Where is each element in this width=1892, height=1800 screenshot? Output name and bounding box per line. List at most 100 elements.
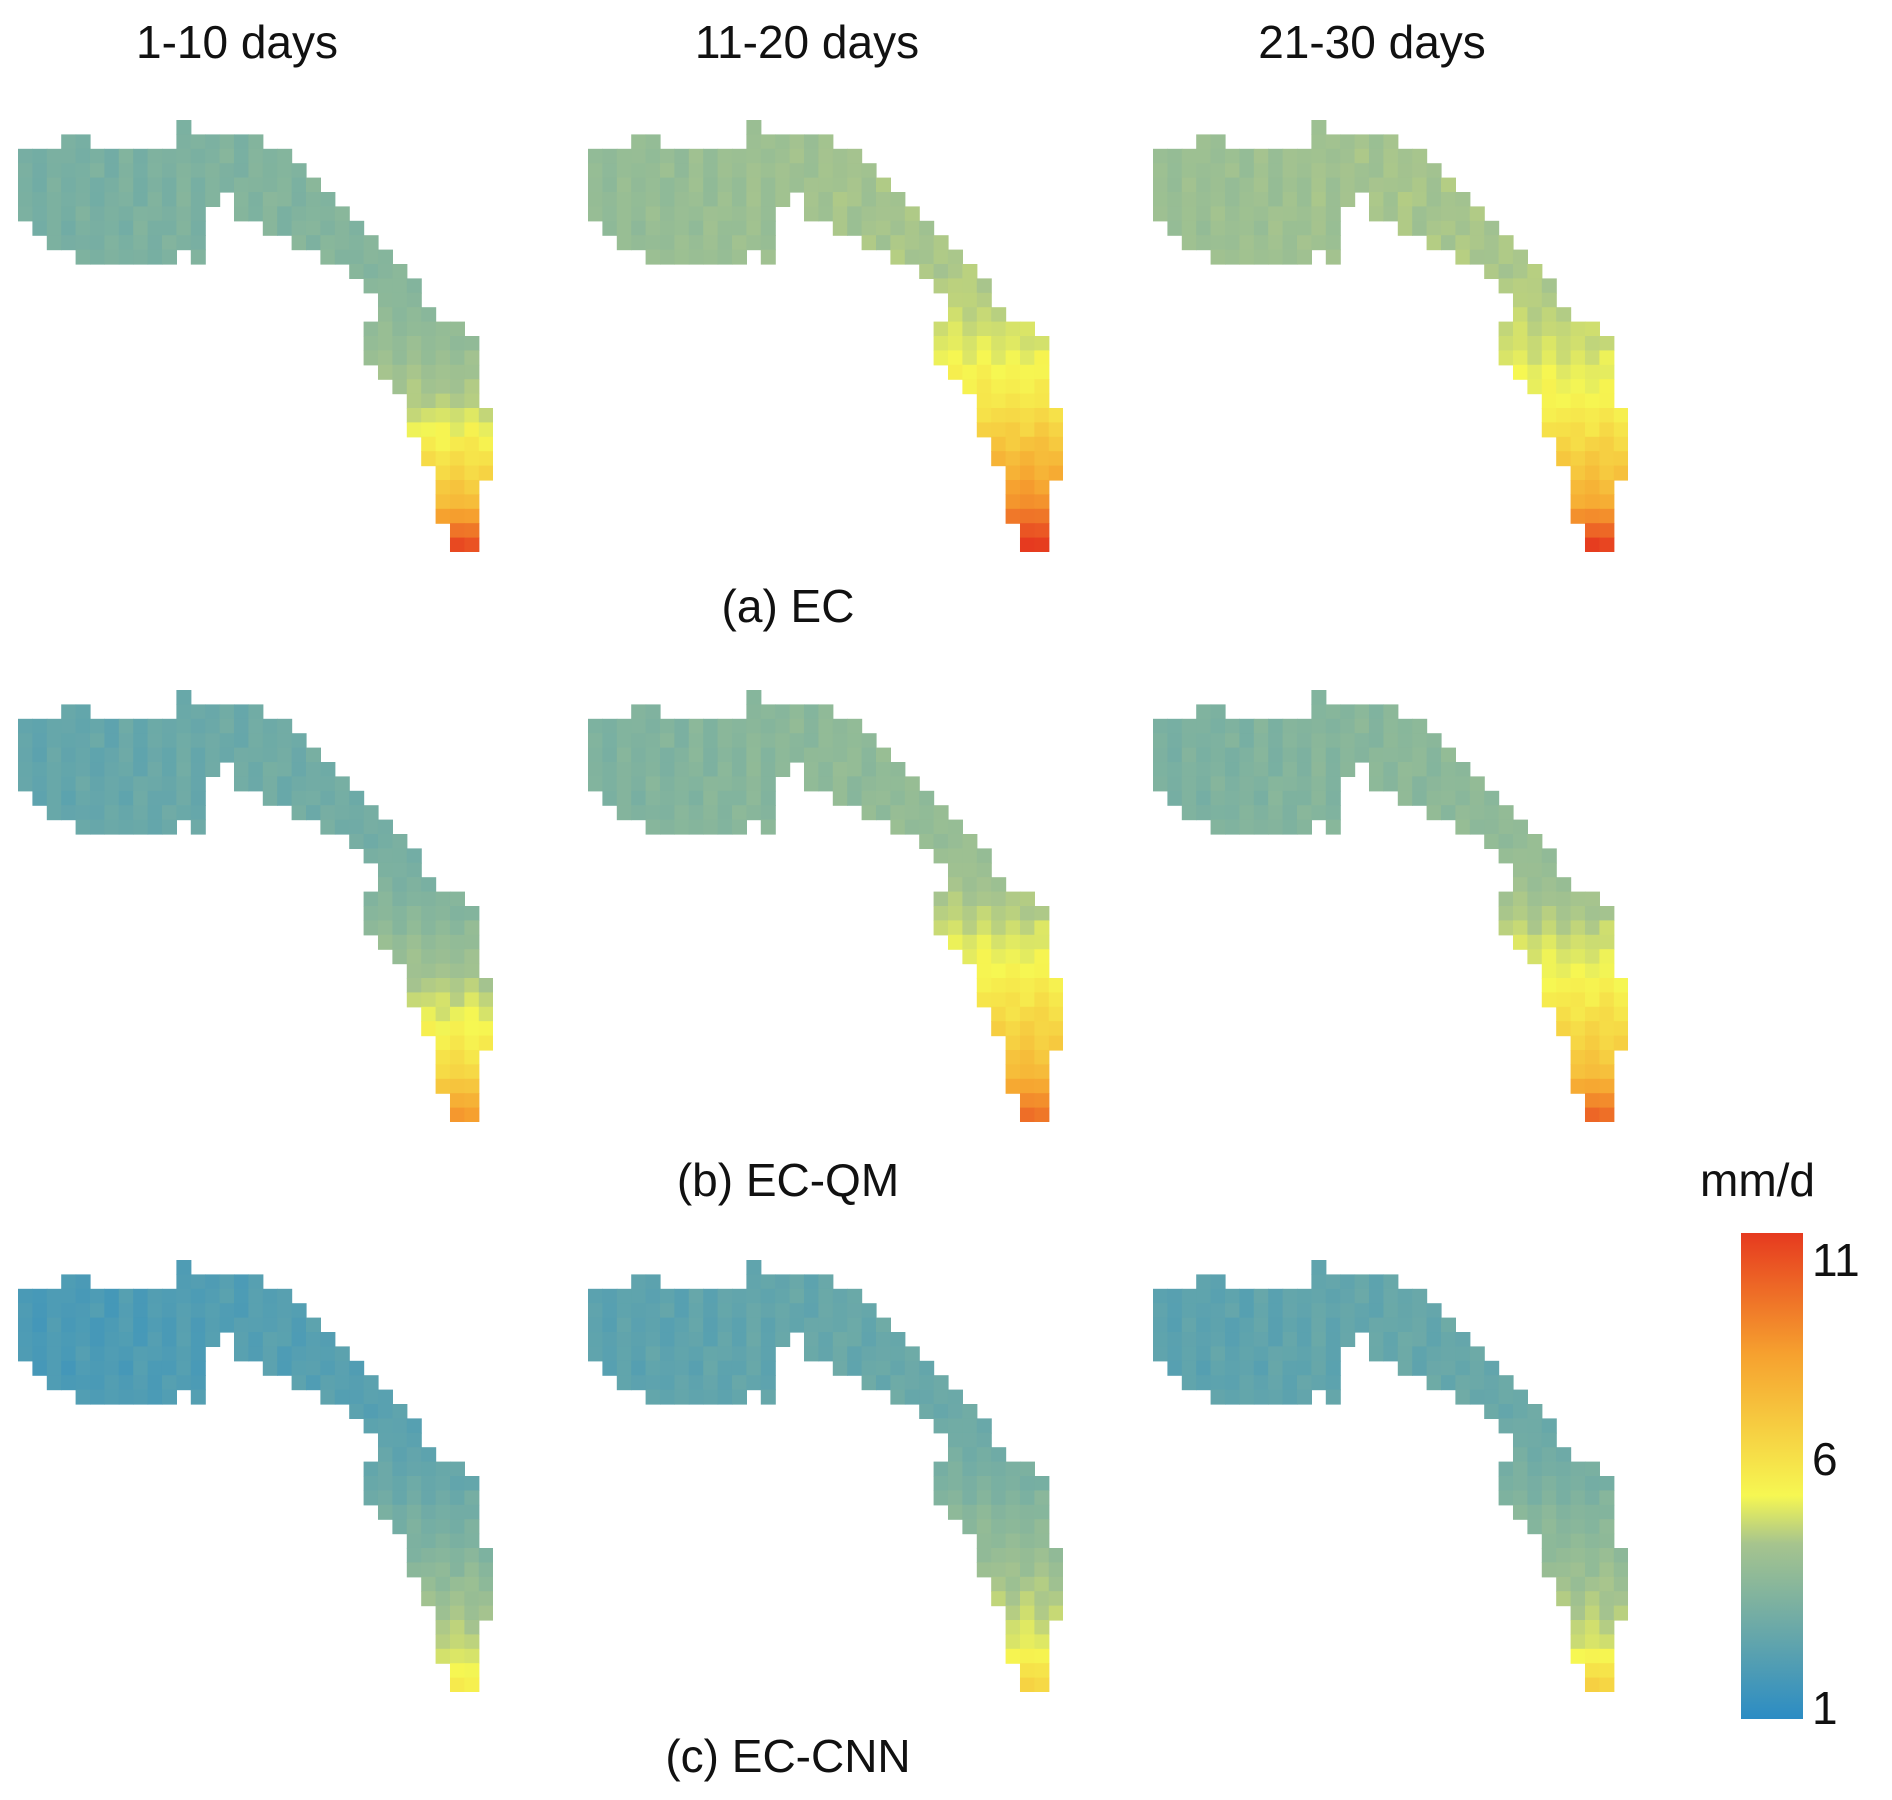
grid-cell xyxy=(1268,235,1284,251)
grid-cell xyxy=(161,206,177,222)
grid-cell xyxy=(147,177,163,193)
grid-cell xyxy=(645,1303,661,1319)
grid-cell xyxy=(363,848,379,864)
grid-cell xyxy=(464,1576,480,1592)
grid-cell xyxy=(1296,1288,1312,1304)
grid-cell xyxy=(1498,819,1514,835)
grid-cell xyxy=(1034,1476,1050,1491)
grid-cell xyxy=(1196,177,1212,193)
grid-cell xyxy=(631,235,647,251)
grid-cell xyxy=(1167,192,1183,208)
grid-cell xyxy=(349,1375,365,1391)
grid-cell xyxy=(1167,177,1183,193)
grid-cell xyxy=(688,1317,704,1333)
grid-cell xyxy=(775,177,791,193)
grid-cell xyxy=(421,1519,437,1535)
grid-cell xyxy=(1556,407,1572,423)
grid-cell xyxy=(688,1288,704,1304)
grid-cell xyxy=(75,1288,91,1304)
grid-cell xyxy=(75,235,91,251)
grid-cell xyxy=(1498,278,1514,294)
grid-cell xyxy=(363,906,379,921)
grid-cell xyxy=(919,1389,935,1405)
grid-cell xyxy=(147,148,163,164)
grid-cell xyxy=(1253,177,1269,193)
grid-cell xyxy=(1455,762,1471,778)
grid-cell xyxy=(746,163,762,179)
grid-cell xyxy=(731,220,747,236)
grid-cell xyxy=(1196,747,1212,763)
grid-cell xyxy=(1484,249,1500,265)
grid-cell xyxy=(1181,220,1197,236)
grid-cell xyxy=(746,762,762,778)
grid-cell xyxy=(1584,949,1600,965)
grid-cell xyxy=(1034,465,1050,481)
grid-cell xyxy=(947,862,963,878)
grid-cell xyxy=(919,1360,935,1376)
grid-cell xyxy=(1282,733,1298,749)
grid-cell xyxy=(190,819,206,835)
grid-cell xyxy=(1570,1547,1586,1563)
grid-cell xyxy=(406,1547,422,1563)
grid-cell xyxy=(746,1346,762,1362)
grid-cell xyxy=(1498,906,1514,921)
grid-cell xyxy=(1340,1288,1356,1304)
grid-cell xyxy=(46,1332,62,1348)
grid-cell xyxy=(947,1476,963,1491)
grid-cell xyxy=(818,177,834,193)
grid-cell xyxy=(832,747,848,763)
grid-cell xyxy=(847,1346,863,1362)
grid-cell xyxy=(320,1332,336,1348)
grid-cell xyxy=(933,249,949,265)
grid-cell xyxy=(478,1006,494,1022)
grid-cell xyxy=(334,1346,350,1362)
grid-cell xyxy=(1527,1476,1543,1491)
grid-cell xyxy=(449,1064,465,1080)
grid-cell xyxy=(1412,718,1428,734)
grid-cell xyxy=(1296,790,1312,806)
grid-cell xyxy=(1397,776,1413,792)
grid-cell xyxy=(1455,249,1471,265)
grid-cell xyxy=(760,177,776,193)
grid-cell xyxy=(731,235,747,251)
grid-cell xyxy=(421,1476,437,1491)
grid-cell xyxy=(305,747,321,763)
grid-cell xyxy=(1599,393,1615,409)
grid-cell xyxy=(1034,350,1050,366)
grid-cell xyxy=(703,1389,719,1405)
grid-cell xyxy=(1282,790,1298,806)
grid-cell xyxy=(219,134,235,150)
grid-cell xyxy=(731,1303,747,1319)
grid-cell xyxy=(1253,733,1269,749)
grid-cell xyxy=(1282,747,1298,763)
grid-cell xyxy=(262,718,278,734)
grid-cell xyxy=(1282,805,1298,821)
grid-cell xyxy=(1153,206,1168,222)
grid-cell xyxy=(947,1404,963,1420)
grid-cell xyxy=(861,1375,877,1391)
grid-cell xyxy=(262,1346,278,1362)
grid-cell xyxy=(1296,762,1312,778)
grid-cell xyxy=(46,148,62,164)
grid-cell xyxy=(1325,747,1341,763)
grid-cell xyxy=(464,1064,480,1080)
grid-cell xyxy=(818,762,834,778)
basin-grid xyxy=(1153,690,1629,1122)
grid-cell xyxy=(588,192,603,208)
grid-cell xyxy=(1311,235,1327,251)
grid-cell xyxy=(133,220,149,236)
grid-cell xyxy=(75,805,91,821)
grid-cell xyxy=(1498,1375,1514,1391)
grid-cell xyxy=(291,206,307,222)
grid-cell xyxy=(659,1375,675,1391)
grid-cell xyxy=(1368,148,1384,164)
grid-cell xyxy=(89,1375,105,1391)
grid-cell xyxy=(976,1533,992,1549)
grid-cell xyxy=(161,1346,177,1362)
grid-cell xyxy=(18,177,33,193)
grid-cell xyxy=(890,1389,906,1405)
grid-cell xyxy=(904,819,920,835)
grid-cell xyxy=(1311,776,1327,792)
grid-cell xyxy=(161,1303,177,1319)
grid-cell xyxy=(320,192,336,208)
